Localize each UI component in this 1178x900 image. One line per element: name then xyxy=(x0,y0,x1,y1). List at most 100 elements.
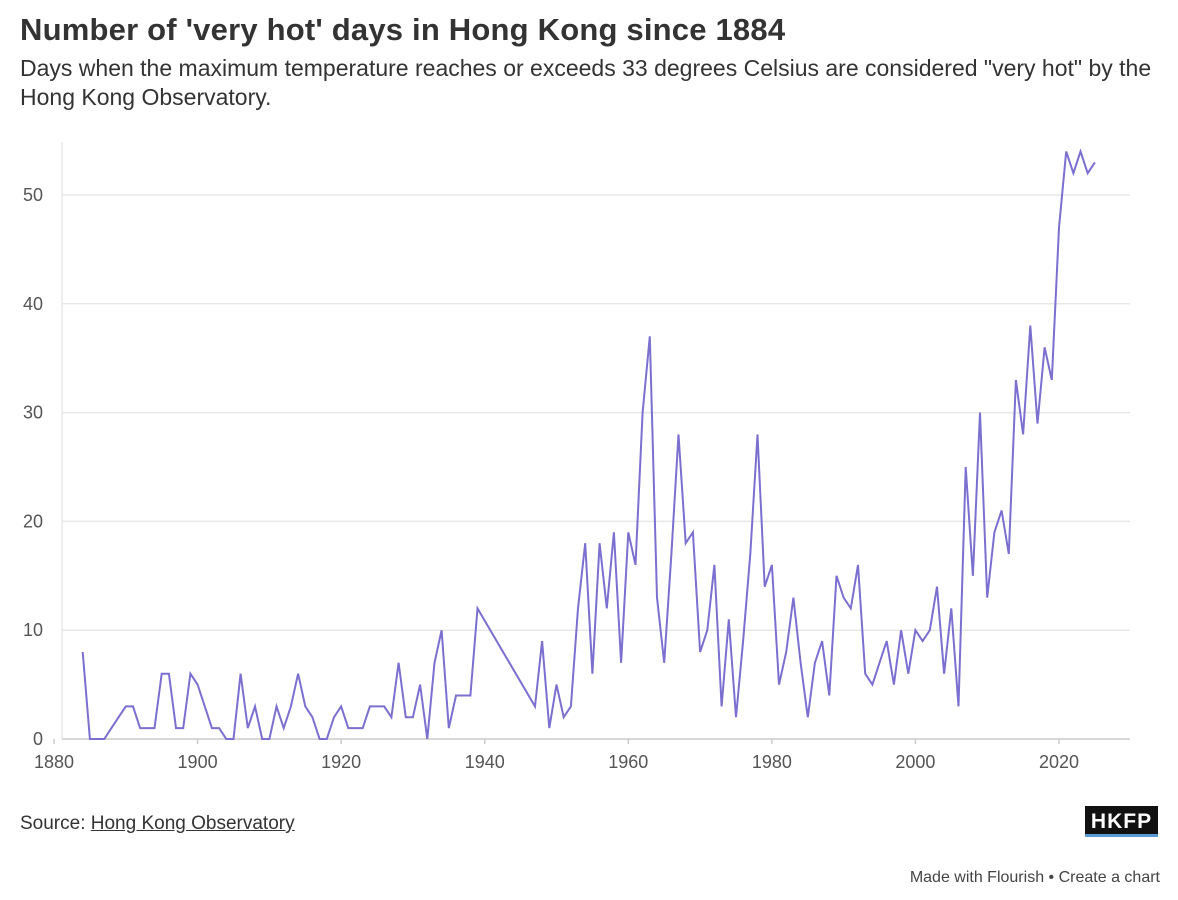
data-point-2005[interactable] xyxy=(948,605,954,611)
data-point-1912[interactable] xyxy=(281,725,287,731)
data-point-1885[interactable] xyxy=(87,736,93,742)
data-point-1937[interactable] xyxy=(460,693,466,699)
data-point-1954[interactable] xyxy=(582,540,588,546)
data-point-1913[interactable] xyxy=(288,703,294,709)
source-link[interactable]: Hong Kong Observatory xyxy=(90,813,295,834)
data-point-1922[interactable] xyxy=(353,725,359,731)
data-point-1962[interactable] xyxy=(640,410,646,416)
create-chart-link[interactable]: Create a chart xyxy=(1058,869,1160,886)
data-point-2009[interactable] xyxy=(977,410,983,416)
data-point-1971[interactable] xyxy=(704,627,710,633)
data-point-1933[interactable] xyxy=(432,660,438,666)
data-point-1921[interactable] xyxy=(345,725,351,731)
data-point-2007[interactable] xyxy=(963,464,969,470)
data-point-1898[interactable] xyxy=(180,725,186,731)
data-point-1931[interactable] xyxy=(417,682,423,688)
data-point-1888[interactable] xyxy=(108,725,114,731)
data-point-1916[interactable] xyxy=(309,714,315,720)
data-point-1910[interactable] xyxy=(266,736,272,742)
data-point-1917[interactable] xyxy=(317,736,323,742)
data-point-1889[interactable] xyxy=(116,714,122,720)
data-point-2018[interactable] xyxy=(1042,344,1048,350)
data-point-1932[interactable] xyxy=(424,736,430,742)
data-point-1936[interactable] xyxy=(453,693,459,699)
data-point-1970[interactable] xyxy=(697,649,703,655)
data-point-1905[interactable] xyxy=(231,736,237,742)
data-point-1927[interactable] xyxy=(388,714,394,720)
data-point-1967[interactable] xyxy=(676,431,682,437)
data-point-2001[interactable] xyxy=(920,638,926,644)
data-point-1955[interactable] xyxy=(589,671,595,677)
data-point-2013[interactable] xyxy=(1006,551,1012,557)
data-point-2022[interactable] xyxy=(1070,170,1076,176)
data-point-1939[interactable] xyxy=(475,605,481,611)
data-point-1993[interactable] xyxy=(862,671,868,677)
data-point-1969[interactable] xyxy=(690,529,696,535)
data-point-1960[interactable] xyxy=(625,529,631,535)
data-point-1988[interactable] xyxy=(826,693,832,699)
data-point-1958[interactable] xyxy=(611,529,617,535)
data-point-2016[interactable] xyxy=(1027,323,1033,329)
data-point-2023[interactable] xyxy=(1078,149,1084,155)
data-point-1892[interactable] xyxy=(137,725,143,731)
data-point-2002[interactable] xyxy=(927,627,933,633)
data-point-1992[interactable] xyxy=(855,562,861,568)
data-point-1894[interactable] xyxy=(152,725,158,731)
data-point-1896[interactable] xyxy=(166,671,172,677)
data-point-1987[interactable] xyxy=(819,638,825,644)
data-point-1964[interactable] xyxy=(654,595,660,601)
data-point-1884[interactable] xyxy=(80,649,86,655)
data-point-1893[interactable] xyxy=(144,725,150,731)
data-point-2004[interactable] xyxy=(941,671,947,677)
data-point-1974[interactable] xyxy=(726,616,732,622)
data-point-2003[interactable] xyxy=(934,584,940,590)
data-point-2025[interactable] xyxy=(1092,159,1098,165)
data-point-1902[interactable] xyxy=(209,725,215,731)
data-point-1994[interactable] xyxy=(869,682,875,688)
data-point-1965[interactable] xyxy=(661,660,667,666)
data-point-2020[interactable] xyxy=(1056,225,1062,231)
data-point-1990[interactable] xyxy=(841,595,847,601)
data-point-2010[interactable] xyxy=(984,595,990,601)
data-point-1986[interactable] xyxy=(812,660,818,666)
data-point-2014[interactable] xyxy=(1013,377,1019,383)
data-point-2017[interactable] xyxy=(1035,421,1041,427)
data-point-1923[interactable] xyxy=(360,725,366,731)
data-point-1886[interactable] xyxy=(94,736,100,742)
data-point-1979[interactable] xyxy=(762,584,768,590)
data-point-1904[interactable] xyxy=(223,736,229,742)
made-with-flourish-link[interactable]: Made with Flourish xyxy=(909,869,1045,886)
data-point-1966[interactable] xyxy=(668,551,674,557)
data-point-1977[interactable] xyxy=(747,551,753,557)
hkfp-logo[interactable]: HKFP xyxy=(1085,806,1158,837)
data-point-1968[interactable] xyxy=(683,540,689,546)
data-point-1926[interactable] xyxy=(381,703,387,709)
data-point-1956[interactable] xyxy=(597,540,603,546)
data-point-1950[interactable] xyxy=(554,682,560,688)
data-point-1973[interactable] xyxy=(719,703,725,709)
data-point-2019[interactable] xyxy=(1049,377,1055,383)
data-point-1949[interactable] xyxy=(546,725,552,731)
data-point-1903[interactable] xyxy=(216,725,222,731)
data-point-2021[interactable] xyxy=(1063,149,1069,155)
data-point-1948[interactable] xyxy=(539,638,545,644)
data-point-1914[interactable] xyxy=(295,671,301,677)
data-point-1915[interactable] xyxy=(302,703,308,709)
data-point-1900[interactable] xyxy=(195,682,201,688)
data-point-1911[interactable] xyxy=(274,703,280,709)
data-point-1985[interactable] xyxy=(805,714,811,720)
data-point-1983[interactable] xyxy=(790,595,796,601)
data-point-2000[interactable] xyxy=(912,627,918,633)
data-point-1998[interactable] xyxy=(898,627,904,633)
data-point-1947[interactable] xyxy=(532,703,538,709)
data-point-1909[interactable] xyxy=(259,736,265,742)
data-point-1919[interactable] xyxy=(331,714,337,720)
data-point-1899[interactable] xyxy=(187,671,193,677)
data-point-2015[interactable] xyxy=(1020,431,1026,437)
data-point-1934[interactable] xyxy=(439,627,445,633)
data-point-1897[interactable] xyxy=(173,725,179,731)
data-point-1989[interactable] xyxy=(834,573,840,579)
data-point-1925[interactable] xyxy=(374,703,380,709)
data-point-1929[interactable] xyxy=(403,714,409,720)
data-point-1976[interactable] xyxy=(740,638,746,644)
